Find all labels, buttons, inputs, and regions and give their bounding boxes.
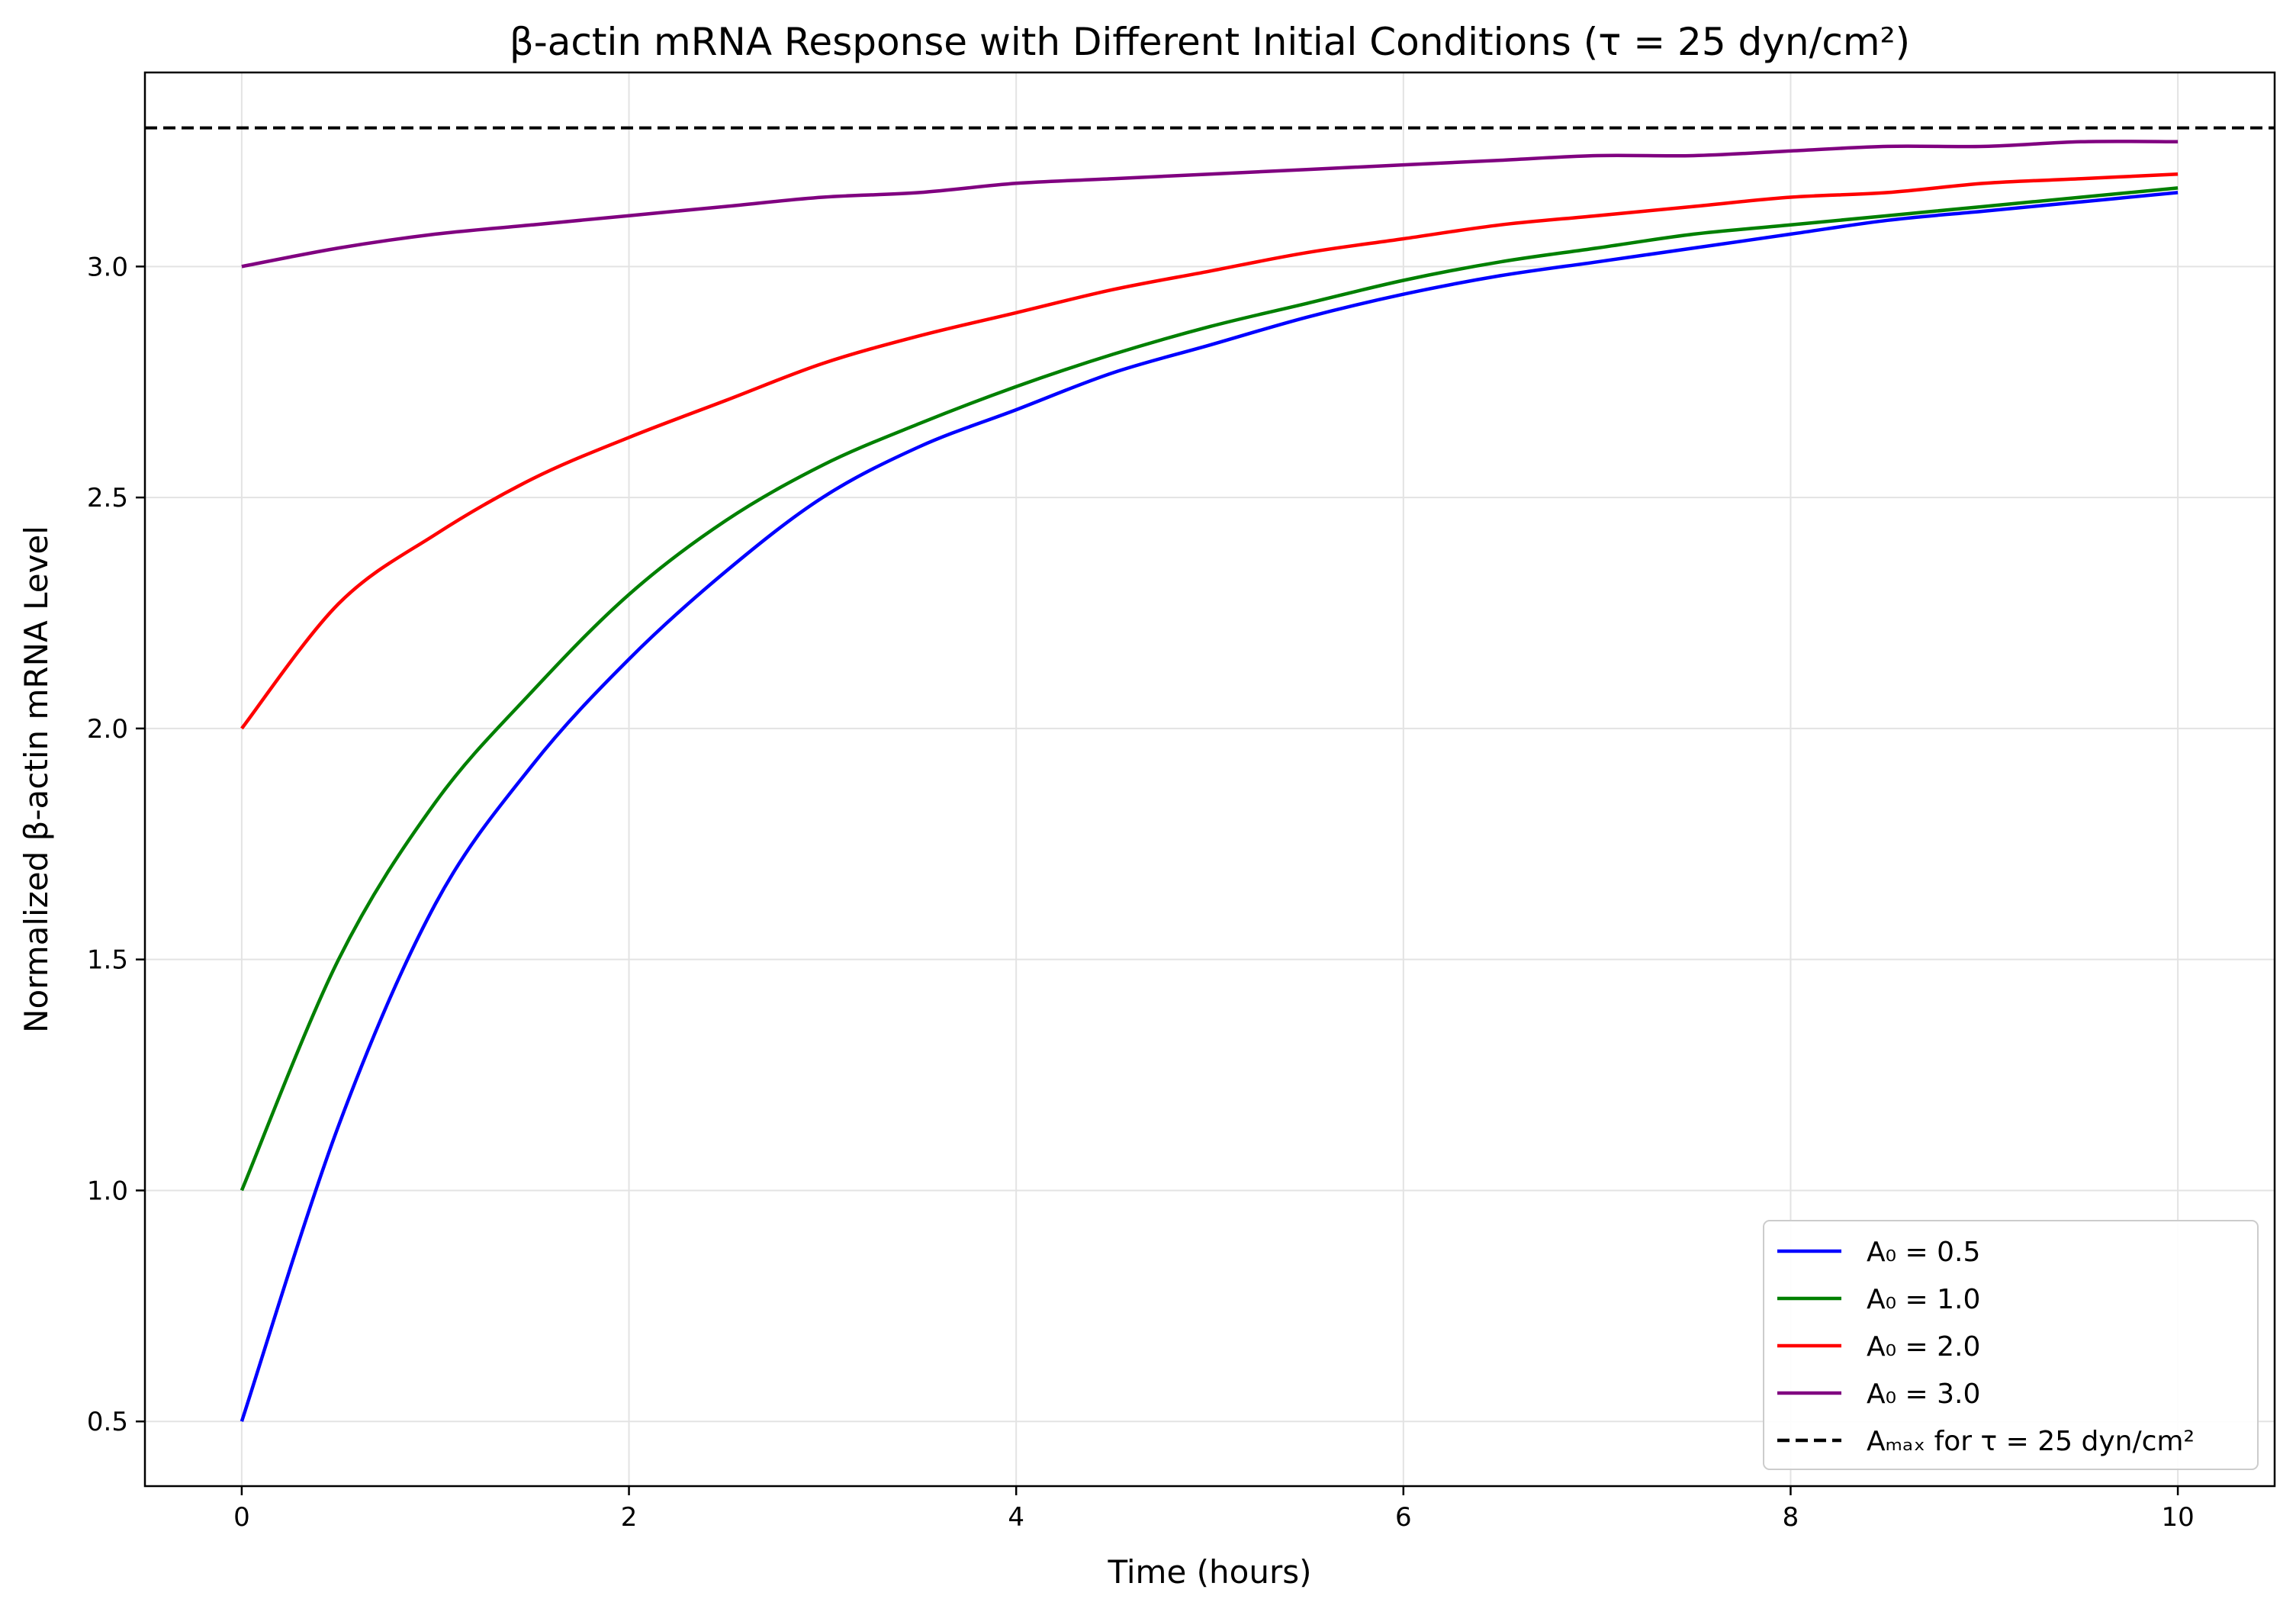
series-line-1 <box>240 186 2179 1192</box>
x-tick-label: 2 <box>621 1502 638 1533</box>
y-tick-label: 2.0 <box>87 714 128 745</box>
y-tick-label: 1.0 <box>87 1176 128 1206</box>
series-line-0 <box>240 191 2179 1422</box>
x-tick-label: 4 <box>1008 1502 1024 1533</box>
legend-label: A₀ = 1.0 <box>1867 1284 1980 1315</box>
chart-title: β-actin mRNA Response with Different Ini… <box>510 20 1910 64</box>
legend-label: A₀ = 0.5 <box>1867 1237 1980 1268</box>
y-tick-label: 1.5 <box>87 945 128 976</box>
x-tick-label: 8 <box>1783 1502 1799 1533</box>
y-tick-label: 2.5 <box>87 483 128 513</box>
legend-label: Aₘₐₓ for τ = 25 dyn/cm² <box>1867 1426 2195 1457</box>
x-tick-label: 0 <box>233 1502 250 1533</box>
legend-box <box>1763 1220 2259 1470</box>
axes: 0 2 4 6 8 10 0.5 1.0 1.5 2.0 2.5 3.0 <box>87 71 2276 1533</box>
x-axis-label: Time (hours) <box>1108 1553 1312 1591</box>
y-tick-label: 0.5 <box>87 1407 128 1437</box>
series-layer <box>240 140 2179 1422</box>
x-tick-label: 6 <box>1395 1502 1412 1533</box>
series-line-2 <box>240 172 2179 730</box>
y-axis-label: Normalized β-actin mRNA Level <box>18 526 55 1033</box>
y-tick-label: 3.0 <box>87 252 128 282</box>
plot-frame <box>143 71 2276 1488</box>
series-line-3 <box>241 140 2179 269</box>
grid <box>145 72 2275 1486</box>
legend-label: A₀ = 3.0 <box>1867 1379 1980 1410</box>
x-tick-label: 10 <box>2161 1502 2194 1533</box>
legend: A₀ = 0.5 A₀ = 1.0 A₀ = 2.0 A₀ = 3.0 Aₘₐₓ for… <box>1763 1220 2259 1470</box>
legend-label: A₀ = 2.0 <box>1867 1331 1980 1363</box>
